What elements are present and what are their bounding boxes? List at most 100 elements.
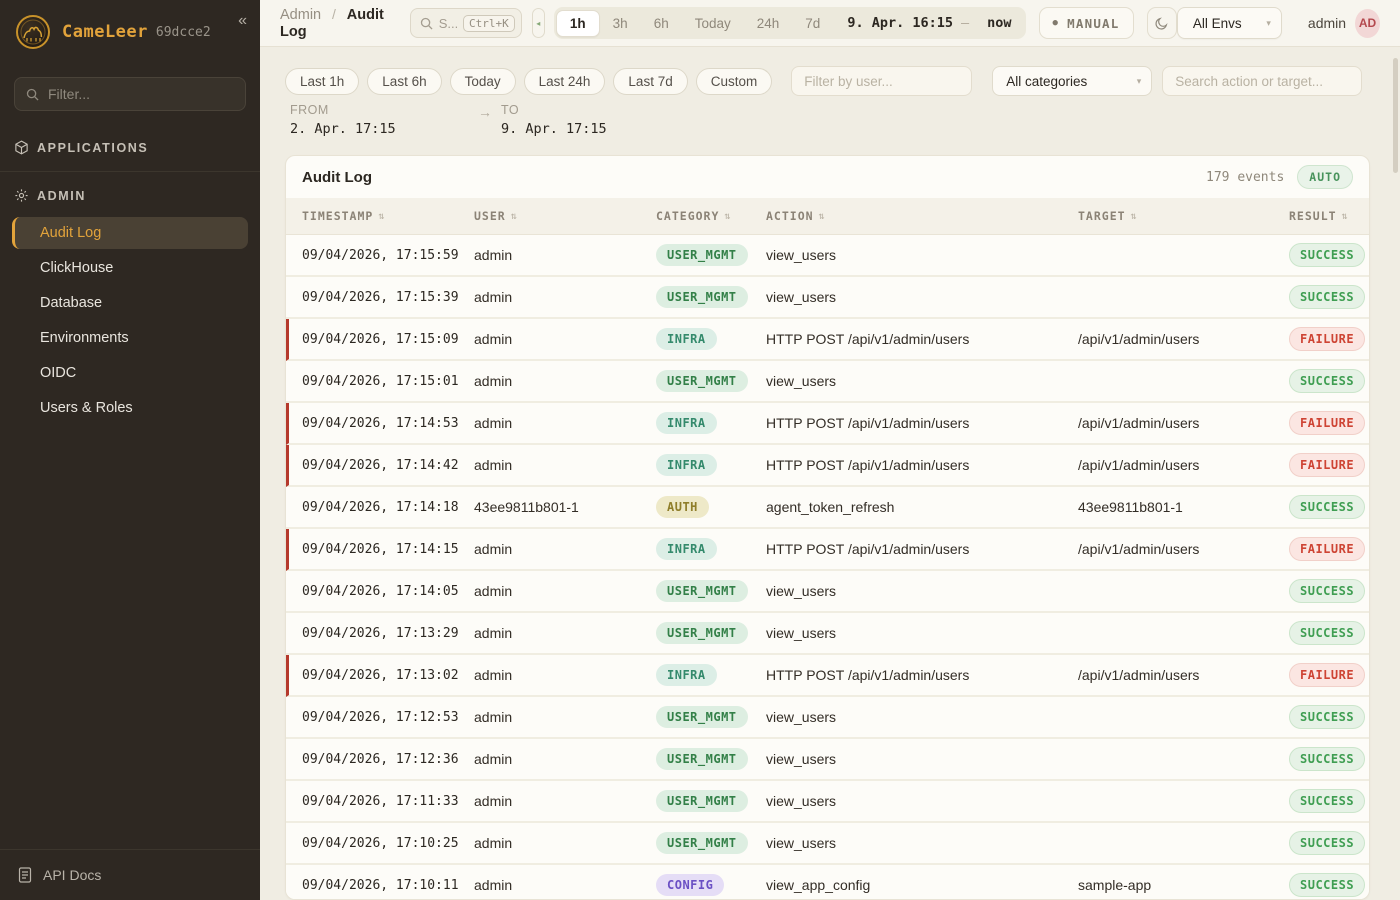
table-row[interactable]: 09/04/2026, 17:15:09 admin INFRA HTTP POST … — [286, 319, 1369, 361]
column-label: USER — [474, 209, 506, 223]
category-badge: USER_MGMT — [656, 286, 748, 308]
category-select-dropdown[interactable]: All categories ▾ — [992, 66, 1153, 96]
sidebar-item-oidc[interactable]: OIDC — [40, 365, 77, 381]
table-row[interactable]: 09/04/2026, 17:14:18 43ee9811b801-1 AUTH ag… — [286, 487, 1369, 529]
table-row[interactable]: 09/04/2026, 17:14:15 admin INFRA HTTP POST … — [286, 529, 1369, 571]
time-range-buttons: 1h 3h 6h Today 24h 7d — [555, 9, 833, 37]
chip-last-1h[interactable]: Last 1h — [285, 67, 360, 95]
sidebar-item-users-roles[interactable]: Users & Roles — [40, 400, 133, 416]
result-badge: FAILURE — [1289, 411, 1366, 435]
breadcrumb-separator: / — [332, 6, 336, 22]
table-row[interactable]: 09/04/2026, 17:10:11 admin CONFIG view_app_… — [286, 865, 1369, 899]
result-badge: SUCCESS — [1289, 579, 1366, 603]
chip-last-6h[interactable]: Last 6h — [367, 67, 442, 95]
cell-timestamp: 09/04/2026, 17:10:25 — [302, 835, 459, 851]
breadcrumb-admin[interactable]: Admin — [280, 7, 322, 23]
cell-user: admin — [474, 289, 513, 305]
cell-timestamp: 09/04/2026, 17:14:05 — [302, 583, 459, 599]
category-badge: USER_MGMT — [656, 706, 748, 728]
cell-action: agent_token_refresh — [766, 499, 895, 515]
column-header-action[interactable]: ACTION ⇅ — [766, 209, 1078, 223]
cell-user: admin — [474, 709, 513, 725]
cell-user: admin — [474, 793, 513, 809]
cell-result: SUCCESS — [1289, 621, 1369, 645]
sidebar-item-database[interactable]: Database — [40, 295, 103, 311]
time-range-today[interactable]: Today — [694, 15, 731, 31]
sidebar-section-admin[interactable]: ADMIN — [0, 179, 260, 212]
sidebar-filter-field[interactable] — [48, 86, 234, 102]
table-row[interactable]: 09/04/2026, 17:12:36 admin USER_MGMT view_u… — [286, 739, 1369, 781]
dark-mode-toggle[interactable] — [1146, 7, 1177, 39]
sidebar-collapse-icon[interactable]: « — [238, 12, 247, 29]
column-label: ACTION — [766, 209, 814, 223]
sidebar-item-environments[interactable]: Environments — [40, 330, 129, 346]
table-row[interactable]: 09/04/2026, 17:11:33 admin USER_MGMT view_u… — [286, 781, 1369, 823]
brand-build-hash: 69dcce2 — [155, 24, 211, 40]
avatar[interactable]: AD — [1355, 8, 1380, 38]
sidebar-item-api-docs[interactable]: API Docs — [0, 849, 260, 900]
to-datetime[interactable]: TO 9. Apr. 17:15 — [501, 103, 607, 137]
table-row[interactable]: 09/04/2026, 17:13:29 admin USER_MGMT view_u… — [286, 613, 1369, 655]
global-search-placeholder: S... — [438, 15, 457, 31]
sidebar-divider — [0, 171, 260, 172]
time-range-24h[interactable]: 24h — [756, 15, 780, 31]
column-header-result[interactable]: RESULT ⇅ — [1289, 209, 1369, 223]
column-header-user[interactable]: USER ⇅ — [474, 209, 656, 223]
sidebar-item-audit-log[interactable]: Audit Log — [12, 217, 248, 249]
cell-result: FAILURE — [1289, 411, 1369, 435]
time-range-1h[interactable]: 1h — [555, 9, 600, 37]
chip-last-7d[interactable]: Last 7d — [613, 67, 688, 95]
manual-label: MANUAL — [1067, 15, 1120, 31]
scrollbar-thumb[interactable] — [1393, 58, 1398, 173]
column-header-target[interactable]: TARGET ⇅ — [1078, 209, 1289, 223]
live-toggle-button[interactable]: ◂ — [531, 8, 545, 38]
result-badge: SUCCESS — [1289, 705, 1366, 729]
cell-action: view_users — [766, 709, 837, 725]
from-datetime[interactable]: FROM 2. Apr. 17:15 — [285, 103, 478, 137]
result-badge: SUCCESS — [1289, 369, 1366, 393]
time-range-group: 1h 3h 6h Today 24h 7d 9. Apr. 16:15– now — [553, 7, 1026, 39]
auto-refresh-badge[interactable]: AUTO — [1297, 165, 1353, 189]
table-row[interactable]: 09/04/2026, 17:10:25 admin USER_MGMT view_u… — [286, 823, 1369, 865]
table-row[interactable]: 09/04/2026, 17:12:53 admin USER_MGMT view_u… — [286, 697, 1369, 739]
status-dot-icon: ● — [1052, 18, 1060, 28]
cell-timestamp: 09/04/2026, 17:13:02 — [302, 667, 459, 683]
table-row[interactable]: 09/04/2026, 17:14:53 admin INFRA HTTP POST … — [286, 403, 1369, 445]
result-badge: FAILURE — [1289, 663, 1366, 687]
action-target-search-input[interactable] — [1162, 66, 1363, 96]
time-range-7d[interactable]: 7d — [805, 15, 821, 31]
brand-name: CameLeer — [62, 22, 148, 42]
column-header-category[interactable]: CATEGORY ⇅ — [656, 209, 766, 223]
cell-category: USER_MGMT — [656, 748, 766, 770]
chip-custom[interactable]: Custom — [695, 67, 773, 95]
sort-icon: ⇅ — [510, 210, 518, 222]
filter-by-user-input[interactable] — [791, 66, 973, 96]
time-range-3h[interactable]: 3h — [612, 15, 628, 31]
table-row[interactable]: 09/04/2026, 17:14:42 admin INFRA HTTP POST … — [286, 445, 1369, 487]
cell-category: INFRA — [656, 328, 766, 350]
env-select-dropdown[interactable]: All Envs ▾ — [1176, 7, 1282, 39]
range-end-value[interactable]: now — [987, 15, 1012, 31]
manual-refresh-button[interactable]: ● MANUAL — [1038, 7, 1134, 39]
result-badge: SUCCESS — [1289, 495, 1366, 519]
result-badge: FAILURE — [1289, 327, 1366, 351]
table-row[interactable]: 09/04/2026, 17:14:05 admin USER_MGMT view_u… — [286, 571, 1369, 613]
time-range-6h[interactable]: 6h — [653, 15, 669, 31]
cell-category: AUTH — [656, 496, 766, 518]
range-start-value[interactable]: 9. Apr. 16:15– — [847, 15, 970, 31]
column-header-timestamp[interactable]: TIMESTAMP ⇅ — [302, 209, 474, 223]
chip-today[interactable]: Today — [449, 67, 516, 95]
table-row[interactable]: 09/04/2026, 17:15:59 admin USER_MGMT view_u… — [286, 235, 1369, 277]
sidebar-section-applications[interactable]: APPLICATIONS — [0, 131, 260, 164]
sidebar-filter-input[interactable] — [14, 77, 246, 111]
table-row[interactable]: 09/04/2026, 17:15:01 admin USER_MGMT view_u… — [286, 361, 1369, 403]
table-row[interactable]: 09/04/2026, 17:13:02 admin INFRA HTTP POST … — [286, 655, 1369, 697]
table-row[interactable]: 09/04/2026, 17:15:39 admin USER_MGMT view_u… — [286, 277, 1369, 319]
sidebar-item-clickhouse[interactable]: ClickHouse — [40, 260, 114, 276]
result-badge: SUCCESS — [1289, 621, 1366, 645]
fromto-row: FROM 2. Apr. 17:15 → TO 9. Apr. 17:15 — [285, 103, 1370, 137]
category-badge: USER_MGMT — [656, 622, 748, 644]
global-search-input[interactable]: S... Ctrl+K — [409, 8, 522, 38]
chip-last-24h[interactable]: Last 24h — [523, 67, 606, 95]
cell-user: admin — [474, 877, 513, 893]
